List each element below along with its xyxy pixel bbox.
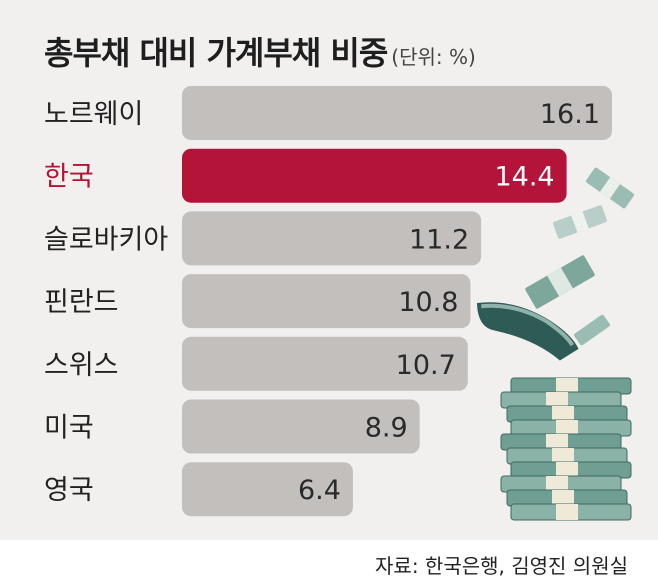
value-label-6: 6.4 — [298, 475, 341, 506]
bill-layer — [500, 475, 622, 493]
money-stack-icon — [500, 377, 632, 521]
bar-0 — [182, 86, 612, 140]
bar-2 — [182, 211, 482, 266]
flying-bill-icon — [525, 255, 595, 309]
title-row: 총부채 대비 가계부채 비중 (단위: %) — [44, 28, 476, 74]
category-label-0: 노르웨이 — [44, 99, 143, 130]
bill-layer — [510, 419, 632, 437]
bar-3 — [182, 274, 471, 329]
category-label-3: 핀란드 — [44, 287, 119, 318]
bill-layer — [500, 433, 622, 451]
chart-title: 총부채 대비 가계부채 비중 — [44, 34, 388, 72]
bar-5 — [182, 399, 420, 454]
flying-bill-icon — [553, 205, 607, 239]
value-label-3: 10.8 — [398, 287, 458, 318]
bars-group — [182, 86, 612, 517]
value-label-4: 10.7 — [396, 350, 456, 381]
flying-bill-icon — [476, 302, 579, 361]
bar-6 — [182, 462, 353, 517]
flying-bill-icon — [574, 314, 610, 346]
category-label-5: 미국 — [44, 413, 94, 444]
flying-bill-icon — [585, 167, 635, 209]
bill-layer — [500, 391, 622, 409]
source-note: 자료: 한국은행, 김영진 의원실 — [375, 554, 628, 578]
bar-4 — [182, 336, 468, 391]
unit-label: (단위: %) — [391, 45, 476, 69]
bill-layer — [506, 447, 628, 465]
bill-layer — [510, 461, 632, 479]
category-label-2: 슬로바키아 — [44, 224, 168, 255]
bill-layer — [506, 405, 628, 423]
value-label-5: 8.9 — [365, 413, 408, 444]
category-label-1: 한국 — [44, 162, 94, 193]
bill-layer — [506, 489, 628, 507]
category-label-6: 영국 — [44, 475, 94, 506]
money-illustration — [476, 167, 635, 521]
bill-layer — [510, 503, 632, 521]
value-label-1: 14.4 — [494, 162, 554, 193]
value-labels: 16.1 14.4 11.2 10.8 10.7 8.9 6.4 — [298, 99, 600, 506]
category-label-4: 스위스 — [44, 350, 119, 381]
value-label-2: 11.2 — [409, 224, 469, 255]
value-label-0: 16.1 — [540, 99, 600, 130]
bar-1 — [182, 148, 567, 203]
